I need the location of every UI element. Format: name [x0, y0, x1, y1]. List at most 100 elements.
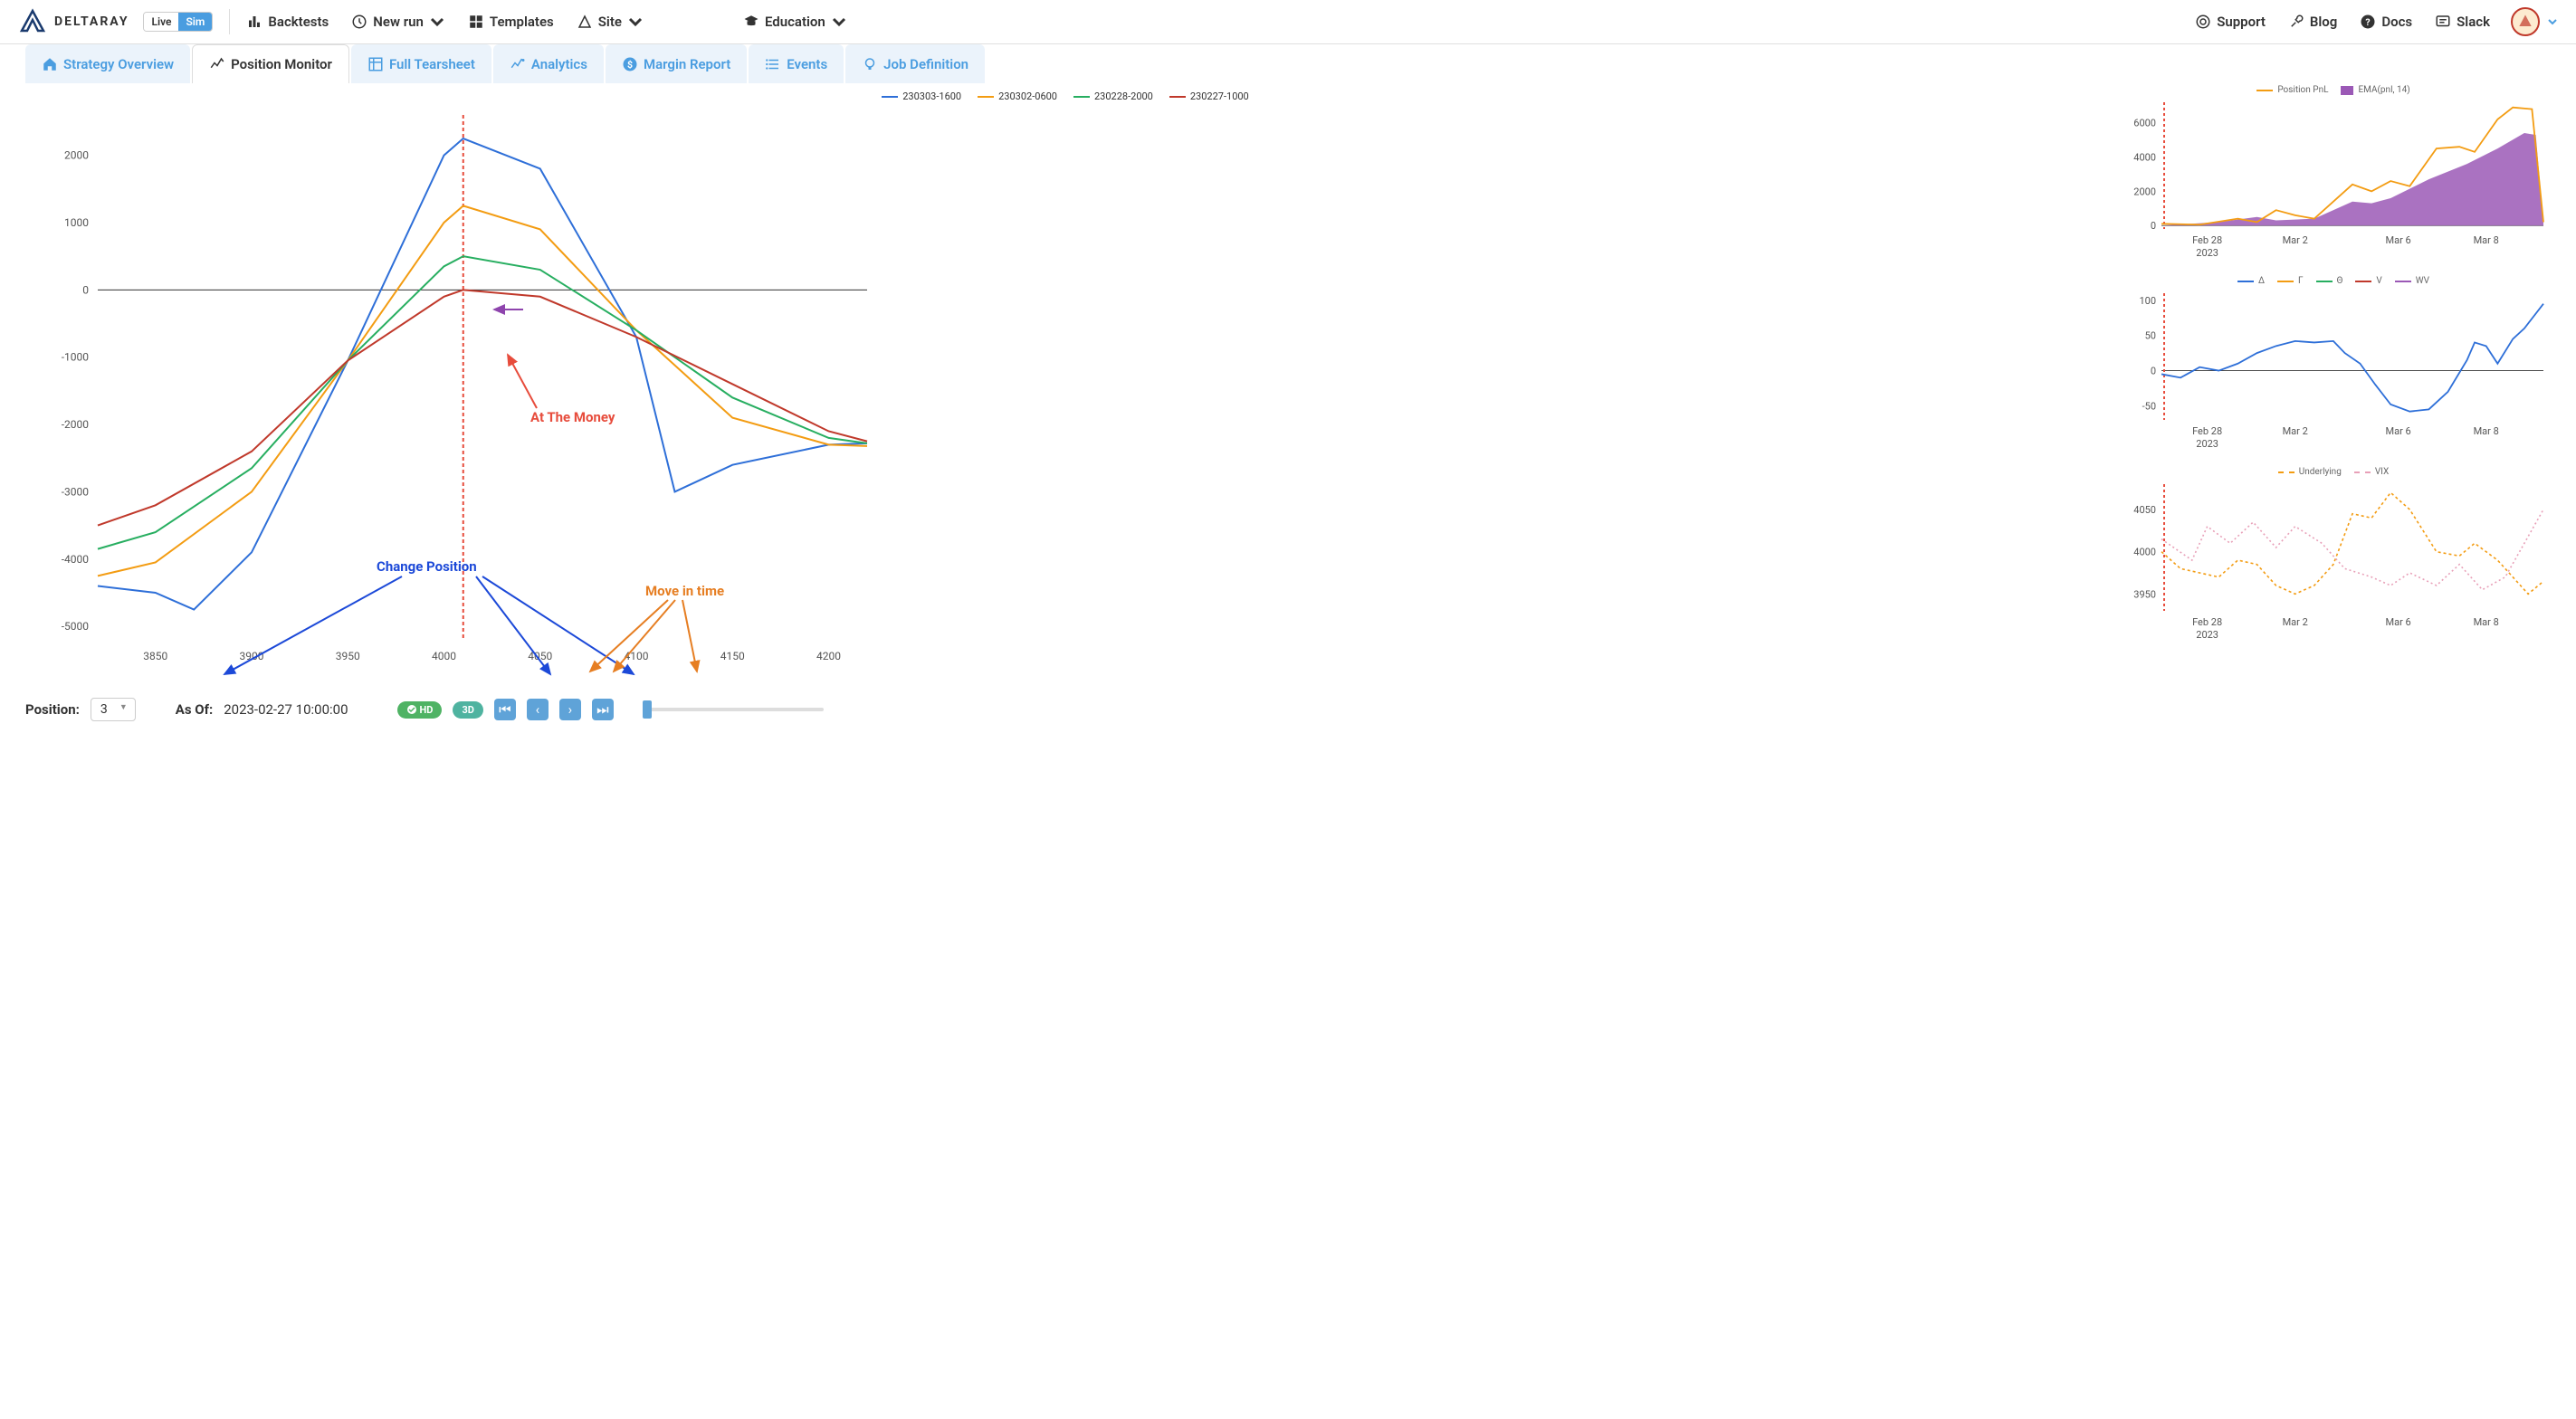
lifebuoy-icon — [2195, 14, 2211, 30]
tab-overview[interactable]: Strategy Overview — [25, 44, 190, 83]
svg-text:Mar 6: Mar 6 — [2386, 616, 2411, 628]
svg-text:50: 50 — [2145, 330, 2156, 342]
nav-slack[interactable]: Slack — [2435, 14, 2490, 30]
history-icon — [351, 14, 367, 30]
help-icon: ? — [2360, 14, 2376, 30]
nav-docs[interactable]: ? Docs — [2360, 14, 2412, 30]
main-chart-svg: -5000-4000-3000-2000-1000010002000385039… — [25, 106, 876, 667]
pnl-chart-svg: 0200040006000Feb 28Mar 2Mar 6Mar 82023 — [2116, 97, 2551, 267]
svg-text:-2000: -2000 — [62, 418, 90, 431]
nav-education[interactable]: Education — [743, 14, 847, 30]
skip-start-button[interactable]: ⏮ — [494, 699, 516, 720]
dollar-icon: $ — [622, 56, 638, 72]
monitor-icon — [209, 56, 225, 72]
bar-chart-icon — [246, 14, 262, 30]
3d-button[interactable]: 3D — [453, 701, 482, 719]
svg-text:6000: 6000 — [2133, 118, 2156, 129]
tab-events[interactable]: Events — [749, 44, 844, 83]
mode-sim[interactable]: Sim — [178, 13, 212, 31]
svg-text:4000: 4000 — [2133, 152, 2156, 164]
avatar[interactable] — [2511, 7, 2540, 36]
pnl-legend: Position PnLEMA(pnl, 14) — [2116, 83, 2551, 97]
svg-text:-1000: -1000 — [62, 351, 90, 364]
content: 230303-1600230302-0600230228-2000230227-… — [0, 83, 2576, 689]
svg-text:2000: 2000 — [2133, 186, 2156, 197]
svg-text:100: 100 — [2139, 295, 2156, 307]
deltaray-logo-icon — [18, 7, 47, 36]
svg-text:-3000: -3000 — [62, 485, 90, 498]
tab-jobdef[interactable]: Job Definition — [845, 44, 985, 83]
logo[interactable]: DELTARAY — [18, 7, 129, 36]
svg-text:Mar 8: Mar 8 — [2474, 425, 2499, 437]
svg-text:-4000: -4000 — [62, 553, 90, 566]
greeks-chart[interactable]: ΔΓΘVWV -50050100Feb 28Mar 2Mar 6Mar 8202… — [2116, 274, 2551, 462]
brand-text: DELTARAY — [54, 14, 129, 29]
svg-text:Mar 2: Mar 2 — [2283, 425, 2308, 437]
underlying-chart[interactable]: UnderlyingVIX 395040004050Feb 28Mar 2Mar… — [2116, 465, 2551, 652]
nav-site[interactable]: Site — [577, 14, 644, 30]
bulb-icon — [862, 56, 878, 72]
nav-newrun[interactable]: New run — [351, 14, 445, 30]
tab-tearsheet[interactable]: Full Tearsheet — [351, 44, 491, 83]
controls-bar: Position: 3 As Of: 2023-02-27 10:00:00 H… — [0, 689, 2576, 730]
nav-right: Support Blog ? Docs Slack — [2195, 14, 2490, 30]
svg-text:Feb 28: Feb 28 — [2192, 234, 2222, 246]
skip-end-button[interactable]: ⏭ — [592, 699, 614, 720]
hd-button[interactable]: HD — [397, 701, 443, 719]
main-chart[interactable]: -5000-4000-3000-2000-1000010002000385039… — [25, 106, 2105, 671]
svg-text:0: 0 — [2151, 220, 2156, 232]
table-icon — [367, 56, 384, 72]
next-button[interactable]: › — [559, 699, 581, 720]
check-icon — [406, 704, 417, 715]
svg-text:0: 0 — [2151, 366, 2156, 377]
svg-text:4000: 4000 — [432, 650, 456, 662]
triangle-icon — [577, 14, 593, 30]
svg-text:3850: 3850 — [143, 650, 167, 662]
greeks-legend: ΔΓΘVWV — [2116, 274, 2551, 288]
tab-margin[interactable]: $ Margin Report — [606, 44, 747, 83]
analytics-icon — [510, 56, 526, 72]
svg-text:2023: 2023 — [2196, 438, 2218, 450]
education-icon — [743, 14, 759, 30]
tab-analytics[interactable]: Analytics — [493, 44, 604, 83]
svg-text:0: 0 — [82, 283, 89, 296]
tab-monitor[interactable]: Position Monitor — [192, 44, 349, 83]
nav-blog[interactable]: Blog — [2288, 14, 2337, 30]
asof-value: 2023-02-27 10:00:00 — [224, 701, 348, 718]
position-select[interactable]: 3 — [91, 698, 136, 721]
prev-button[interactable]: ‹ — [527, 699, 549, 720]
svg-text:Mar 2: Mar 2 — [2283, 616, 2308, 628]
svg-text:3950: 3950 — [336, 650, 360, 662]
svg-text:2023: 2023 — [2196, 247, 2218, 259]
nav-templates[interactable]: Templates — [468, 14, 554, 30]
svg-text:3900: 3900 — [240, 650, 264, 662]
svg-text:Mar 8: Mar 8 — [2474, 234, 2499, 246]
mode-live[interactable]: Live — [144, 13, 178, 31]
svg-text:4100: 4100 — [625, 650, 649, 662]
avatar-chevron-icon[interactable] — [2547, 16, 2558, 27]
svg-text:4150: 4150 — [720, 650, 745, 662]
svg-text:Mar 2: Mar 2 — [2283, 234, 2308, 246]
chevron-down-icon — [429, 14, 445, 30]
avatar-icon — [2516, 13, 2534, 31]
header: DELTARAY Live Sim Backtests New run Temp… — [0, 0, 2576, 44]
position-label: Position: — [25, 701, 80, 718]
tabs: Strategy Overview Position Monitor Full … — [0, 44, 2576, 83]
home-icon — [42, 56, 58, 72]
pnl-chart[interactable]: Position PnLEMA(pnl, 14) 0 2000 4000 6000 Fe… — [2116, 83, 2551, 271]
divider — [229, 9, 230, 34]
svg-text:2023: 2023 — [2196, 629, 2218, 641]
time-slider[interactable] — [643, 708, 824, 711]
svg-text:3950: 3950 — [2133, 588, 2156, 600]
underlying-legend: UnderlyingVIX — [2116, 465, 2551, 479]
nav-backtests[interactable]: Backtests — [246, 14, 329, 30]
nav-support[interactable]: Support — [2195, 14, 2266, 30]
svg-text:?: ? — [2366, 16, 2371, 28]
svg-text:2000: 2000 — [64, 149, 89, 162]
slider-thumb[interactable] — [643, 700, 652, 719]
svg-text:-50: -50 — [2142, 400, 2156, 412]
side-charts: Position PnLEMA(pnl, 14) 0 2000 4000 6000 Fe… — [2116, 83, 2551, 671]
svg-text:4000: 4000 — [2133, 547, 2156, 558]
mode-toggle[interactable]: Live Sim — [143, 12, 213, 32]
svg-text:$: $ — [627, 58, 633, 70]
